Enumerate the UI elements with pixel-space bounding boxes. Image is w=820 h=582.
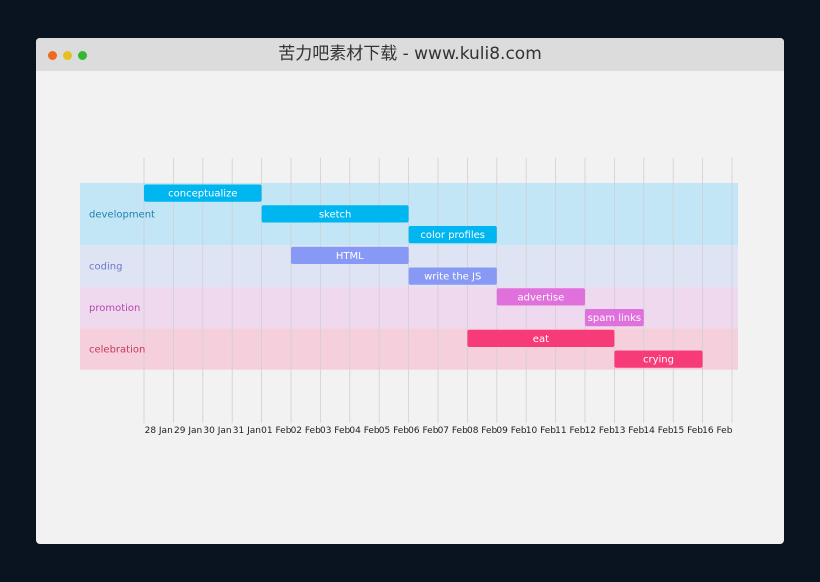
x-tick-label: 03 Feb bbox=[320, 426, 351, 436]
x-tick-label: 16 Feb bbox=[702, 426, 733, 436]
window-titlebar: 苦力吧素材下载 - www.kuli8.com bbox=[36, 38, 784, 71]
task-label-spam-links: spam links bbox=[588, 313, 642, 324]
x-tick-label: 31 Jan bbox=[233, 426, 261, 436]
minimize-dot[interactable] bbox=[63, 51, 72, 60]
task-label-crying: crying bbox=[643, 355, 674, 366]
task-label-write-the-js: write the JS bbox=[424, 272, 481, 283]
task-bar-html[interactable] bbox=[291, 246, 409, 264]
x-tick-label: 11 Feb bbox=[555, 426, 586, 436]
x-tick-label: 02 Feb bbox=[291, 426, 322, 436]
task-label-eat: eat bbox=[533, 334, 549, 345]
x-tick-label: 05 Feb bbox=[379, 426, 410, 436]
lane-label-celebration: celebration bbox=[89, 345, 145, 356]
lane-label-promotion: promotion bbox=[89, 303, 140, 314]
task-bar-color-profiles[interactable] bbox=[408, 226, 497, 244]
x-tick-label: 29 Jan bbox=[174, 426, 202, 436]
x-tick-label: 30 Jan bbox=[203, 426, 231, 436]
task-label-html: HTML bbox=[336, 251, 364, 262]
browser-window: 苦力吧素材下载 - www.kuli8.com development codin… bbox=[36, 38, 784, 544]
task-bar-crying[interactable] bbox=[614, 350, 703, 368]
close-dot[interactable] bbox=[48, 51, 57, 60]
x-tick-label: 12 Feb bbox=[585, 426, 616, 436]
x-tick-label: 10 Feb bbox=[526, 426, 557, 436]
task-bar-sketch[interactable] bbox=[261, 205, 409, 223]
x-tick-label: 14 Feb bbox=[643, 426, 674, 436]
x-tick-label: 13 Feb bbox=[614, 426, 645, 436]
x-tick-label: 28 Jan bbox=[145, 426, 173, 436]
x-tick-label: 07 Feb bbox=[438, 426, 469, 436]
task-bar-eat[interactable] bbox=[467, 329, 615, 347]
gantt-chart: development coding promotion celebration con… bbox=[80, 158, 738, 436]
maximize-dot[interactable] bbox=[78, 51, 87, 60]
x-tick-label: 15 Feb bbox=[673, 426, 704, 436]
x-tick-label: 09 Feb bbox=[496, 426, 527, 436]
task-label-color-profiles: color profiles bbox=[420, 230, 485, 241]
task-bar-conceptualize[interactable] bbox=[144, 184, 262, 202]
task-bar-spam-links[interactable] bbox=[585, 309, 644, 327]
window-title: 苦力吧素材下载 - www.kuli8.com bbox=[278, 44, 542, 64]
task-label-sketch: sketch bbox=[319, 209, 352, 220]
x-tick-label: 08 Feb bbox=[467, 426, 498, 436]
x-tick-label: 04 Feb bbox=[349, 426, 380, 436]
task-label-conceptualize: conceptualize bbox=[168, 189, 237, 200]
x-tick-label: 01 Feb bbox=[261, 426, 292, 436]
x-tick-label: 06 Feb bbox=[408, 426, 439, 436]
task-bar-advertise[interactable] bbox=[496, 288, 585, 306]
task-label-advertise: advertise bbox=[518, 292, 565, 303]
lane-label-coding: coding bbox=[89, 262, 122, 273]
lane-label-development: development bbox=[89, 210, 155, 221]
task-bar-write-the-js[interactable] bbox=[408, 267, 497, 285]
